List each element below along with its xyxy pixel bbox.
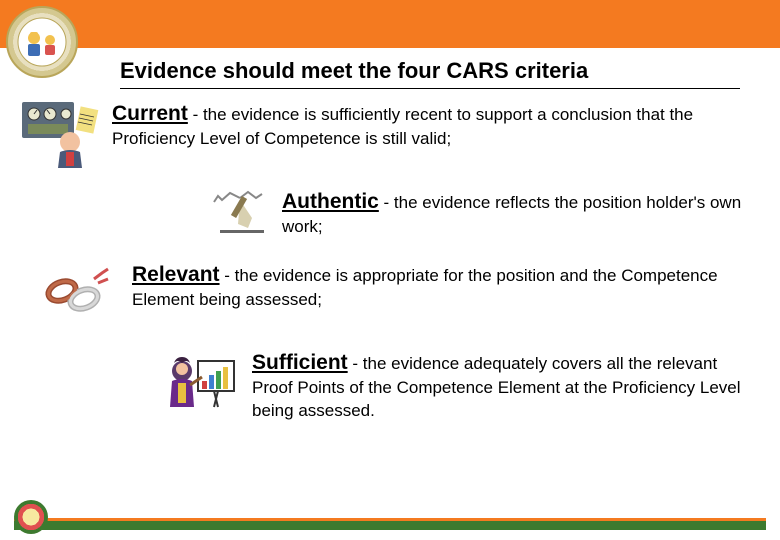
criteria-text: Sufficient - the evidence adequately cov… xyxy=(252,349,760,423)
presenter-chart-icon xyxy=(160,349,240,419)
criteria-text: Authentic - the evidence reflects the po… xyxy=(282,188,760,239)
criteria-term: Current xyxy=(112,102,188,125)
content-area: Current - the evidence is sufficiently r… xyxy=(20,100,760,500)
sufficient-illustration xyxy=(160,349,240,419)
footer-band xyxy=(14,518,766,530)
criteria-term: Authentic xyxy=(282,190,379,213)
logo-icon xyxy=(16,16,68,68)
criteria-text: Relevant - the evidence is appropriate f… xyxy=(132,261,760,312)
criteria-body: - the evidence is appropriate for the po… xyxy=(132,266,718,309)
footer-logo-icon xyxy=(14,500,48,534)
criteria-term: Relevant xyxy=(132,263,220,286)
header-band xyxy=(0,0,780,48)
criteria-row: Relevant - the evidence is appropriate f… xyxy=(40,261,760,331)
slide-title: Evidence should meet the four CARS crite… xyxy=(120,58,740,89)
writing-hand-icon xyxy=(210,188,270,243)
relevant-illustration xyxy=(40,261,120,331)
criteria-row: Sufficient - the evidence adequately cov… xyxy=(160,349,760,423)
safety-teamwork-logo xyxy=(6,6,78,78)
businessman-gauges-icon xyxy=(20,100,100,170)
criteria-text: Current - the evidence is sufficiently r… xyxy=(112,100,760,151)
criteria-row: Current - the evidence is sufficiently r… xyxy=(20,100,760,170)
chain-links-icon xyxy=(40,261,120,331)
authentic-illustration xyxy=(210,188,270,243)
criteria-term: Sufficient xyxy=(252,351,348,374)
current-illustration xyxy=(20,100,100,170)
criteria-row: Authentic - the evidence reflects the po… xyxy=(210,188,760,243)
criteria-body: - the evidence is sufficiently recent to… xyxy=(112,105,693,148)
